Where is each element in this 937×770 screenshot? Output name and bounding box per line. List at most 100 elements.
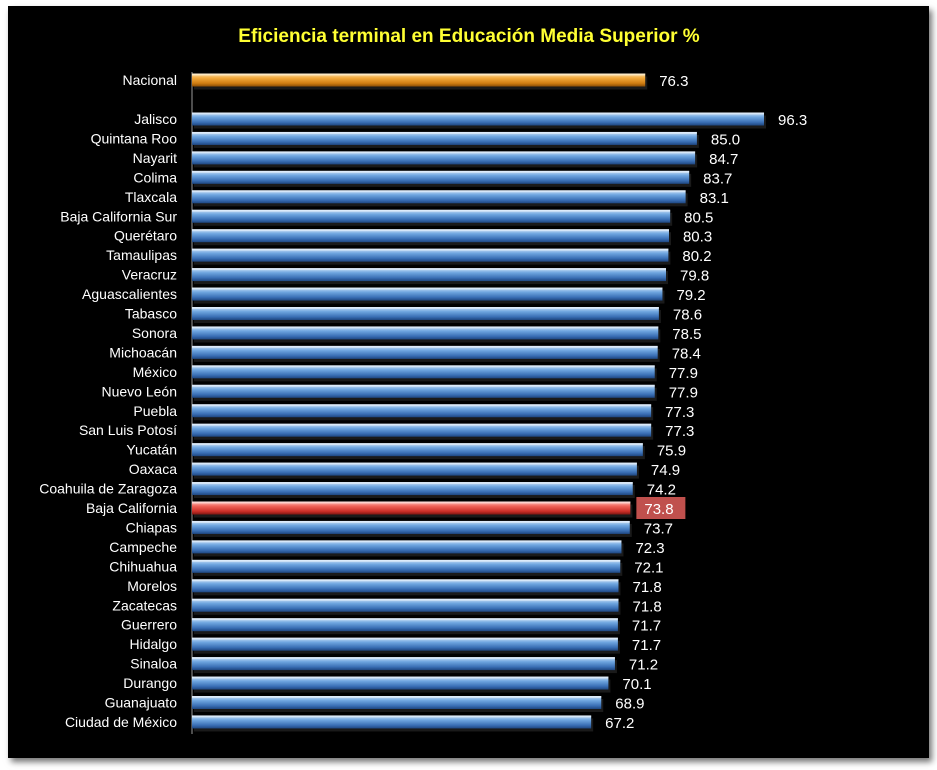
bar-aguascalientes [192, 287, 663, 301]
bar-gloss-queretaro [192, 229, 669, 232]
category-label-queretaro: Querétaro [114, 228, 177, 244]
value-label-mexico: 77.9 [669, 365, 698, 382]
value-label-morelos: 71.8 [632, 579, 661, 596]
bar-sonora [192, 326, 659, 340]
bar-gloss-sinaloa [192, 657, 615, 660]
bar-gloss-ciudad-de-mexico [192, 715, 592, 718]
bar-gloss-nuevo-leon [192, 384, 655, 387]
bar-guanajuato [192, 696, 602, 709]
bar-gloss-michoacan [192, 345, 658, 348]
bar-gloss-zacatecas [192, 598, 619, 601]
bar-gloss-san-luis-potosi [192, 423, 652, 426]
value-label-queretaro: 80.3 [683, 229, 712, 246]
bar-chiapas [192, 520, 630, 534]
value-label-sinaloa: 71.2 [629, 657, 658, 674]
bar-gloss-tlaxcala [192, 190, 686, 193]
category-label-sinaloa: Sinaloa [130, 656, 177, 672]
category-label-nacional: Nacional [123, 72, 177, 88]
value-label-nayarit: 84.7 [709, 151, 738, 168]
bar-morelos [192, 579, 619, 593]
bar-jalisco [192, 112, 765, 126]
value-label-box-baja-california [636, 497, 686, 519]
value-label-baja-california: 73.8 [644, 501, 673, 518]
bar-gloss-jalisco [192, 112, 765, 115]
value-label-ciudad-de-mexico: 67.2 [605, 715, 634, 732]
bar-gloss-durango [192, 676, 609, 679]
category-label-sonora: Sonora [132, 325, 177, 341]
bar-tabasco [192, 307, 659, 320]
value-label-hidalgo: 71.7 [632, 637, 661, 654]
value-label-tabasco: 78.6 [673, 307, 702, 324]
bar-gloss-nacional [192, 73, 646, 76]
bar-gloss-hidalgo [192, 637, 618, 640]
bar-gloss-mexico [192, 365, 655, 368]
category-label-durango: Durango [123, 675, 177, 691]
bar-baja-california-sur [192, 209, 671, 223]
category-label-hidalgo: Hidalgo [130, 636, 178, 652]
category-label-san-luis-potosi: San Luis Potosí [79, 422, 177, 438]
value-label-tamaulipas: 80.2 [682, 248, 711, 265]
value-label-baja-california-sur: 80.5 [684, 209, 713, 226]
bar-mexico [192, 365, 655, 379]
value-label-coahuila-de-zaragoza: 74.2 [647, 482, 676, 499]
category-label-morelos: Morelos [127, 578, 177, 594]
value-label-campeche: 72.3 [635, 540, 664, 557]
category-label-veracruz: Veracruz [122, 267, 177, 283]
bar-gloss-coahuila-de-zaragoza [192, 482, 633, 485]
category-label-chiapas: Chiapas [126, 519, 177, 535]
bar-gloss-aguascalientes [192, 287, 663, 290]
category-label-yucatan: Yucatán [126, 442, 177, 458]
category-label-jalisco: Jalisco [134, 111, 177, 127]
category-label-ciudad-de-mexico: Ciudad de México [65, 714, 177, 730]
bar-gloss-baja-california-sur [192, 209, 671, 212]
bar-veracruz [192, 268, 667, 282]
bar-gloss-sonora [192, 326, 659, 329]
bar-gloss-nayarit [192, 151, 696, 154]
category-label-oaxaca: Oaxaca [129, 461, 177, 477]
category-label-guanajuato: Guanajuato [105, 695, 178, 711]
bar-gloss-oaxaca [192, 462, 637, 465]
value-label-chihuahua: 72.1 [634, 559, 663, 576]
bar-colima [192, 170, 690, 184]
category-label-mexico: México [133, 364, 178, 380]
category-label-guerrero: Guerrero [121, 617, 177, 633]
value-label-yucatan: 75.9 [657, 443, 686, 460]
bar-gloss-colima [192, 170, 690, 173]
bar-michoacan [192, 345, 658, 359]
bar-queretaro [192, 229, 669, 243]
bar-yucatan [192, 443, 643, 457]
value-label-michoacan: 78.4 [672, 345, 701, 362]
bar-quintana-roo [192, 131, 697, 145]
bar-gloss-quintana-roo [192, 131, 697, 134]
bar-gloss-guanajuato [192, 696, 602, 698]
bar-san-luis-potosi [192, 423, 652, 437]
bar-durango [192, 676, 609, 690]
category-label-colima: Colima [133, 169, 177, 185]
bar-oaxaca [192, 462, 637, 476]
category-label-tabasco: Tabasco [125, 306, 177, 322]
category-label-aguascalientes: Aguascalientes [82, 286, 177, 302]
category-label-tamaulipas: Tamaulipas [106, 247, 177, 263]
value-label-durango: 70.1 [622, 676, 651, 693]
value-label-chiapas: 73.7 [644, 520, 673, 537]
value-label-guerrero: 71.7 [632, 618, 661, 635]
bar-puebla [192, 404, 652, 418]
bar-gloss-tamaulipas [192, 248, 669, 251]
value-label-nuevo-leon: 77.9 [669, 384, 698, 401]
bar-nayarit [192, 151, 696, 165]
value-label-jalisco: 96.3 [778, 112, 807, 129]
category-label-tlaxcala: Tlaxcala [125, 189, 177, 205]
category-label-puebla: Puebla [133, 403, 177, 419]
bar-gloss-veracruz [192, 268, 667, 271]
bar-gloss-campeche [192, 540, 622, 543]
value-label-oaxaca: 74.9 [651, 462, 680, 479]
bar-gloss-yucatan [192, 443, 643, 446]
bar-gloss-chiapas [192, 520, 630, 523]
bars-layer: Nacional 76.3 Jalisco 96.3 Quintana Roo 85.0 N… [39, 72, 807, 732]
category-label-coahuila-de-zaragoza: Coahuila de Zaragoza [39, 481, 177, 497]
category-label-campeche: Campeche [109, 539, 177, 555]
value-label-nacional: 76.3 [659, 73, 688, 90]
bar-baja-california [192, 501, 631, 515]
bar-tlaxcala [192, 190, 686, 204]
